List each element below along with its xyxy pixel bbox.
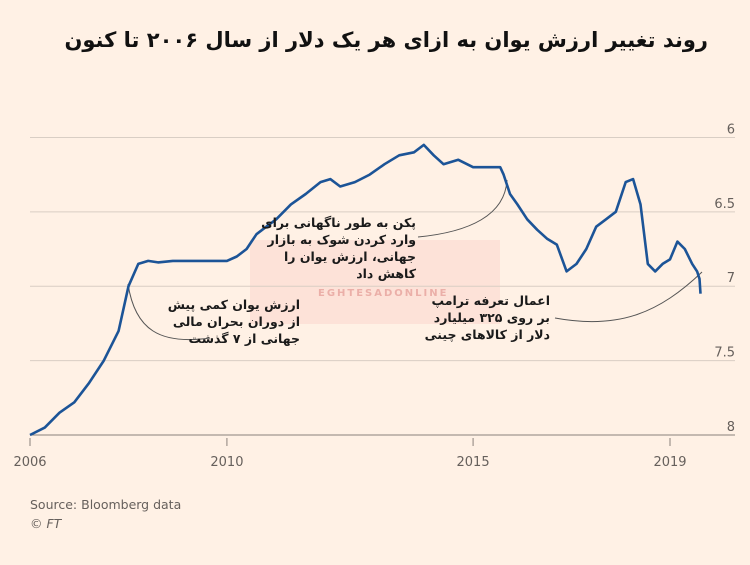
watermark-box [250,240,500,324]
leader-line-1 [127,283,211,341]
y-tick-label: 7 [727,271,735,286]
annotation-line: دلار از کالاهای چینی [424,327,550,342]
y-tick-label: 8 [727,420,735,435]
leader-line-3 [554,271,703,323]
watermark-text: EGHTESADONLINE [318,288,449,299]
annotation-line: جهانی، ارزش یوان را [284,249,416,264]
annotation-line: بر روی ۳۲۵ میلیارد [433,310,550,325]
x-tick-label: 2015 [457,455,490,470]
chart-title: روند تغییر ارزش یوان به ازای هر یک دلار … [64,28,708,52]
credit-note: © FT [30,516,62,531]
annotation-line: وارد کردن شوک به بازار [267,232,416,247]
y-tick-label: 7.5 [714,346,735,361]
annotation-line: جهانی از ۷ گذشت [188,331,301,346]
annotation-2015-devaluation: پکن به طور ناگهانی برای وارد کردن شوک به… [261,214,416,282]
x-tick-label: 2010 [210,455,243,470]
source-note: Source: Bloomberg data [30,497,182,512]
annotation-line: از دوران بحران مالی [172,314,300,329]
leader-line-2 [417,179,508,238]
annotation-line: اعمال تعرفه ترامپ [431,293,550,308]
series-lines [29,143,702,437]
annotation-2008-crisis: ارزش یوان کمی پیش از دوران بحران مالی جه… [167,296,301,347]
grid-lines [30,136,735,436]
annotation-leaders [127,179,703,341]
x-axis-ticks: 2006 2010 2015 2019 [13,438,687,470]
y-tick-label: 6 [727,122,735,137]
y-axis-ticks: 6 6.5 7 7.5 8 [714,122,735,435]
x-tick-label: 2006 [13,455,46,470]
y-tick-label: 6.5 [714,197,735,212]
annotation-2019-tariff: اعمال تعرفه ترامپ بر روی ۳۲۵ میلیارد دلا… [410,292,550,343]
annotation-line: ارزش یوان کمی پیش [167,297,300,312]
x-tick-label: 2019 [653,455,686,470]
annotation-line: کاهش داد [356,266,416,281]
series-line [29,143,702,437]
annotation-line: پکن به طور ناگهانی برای [261,215,416,230]
